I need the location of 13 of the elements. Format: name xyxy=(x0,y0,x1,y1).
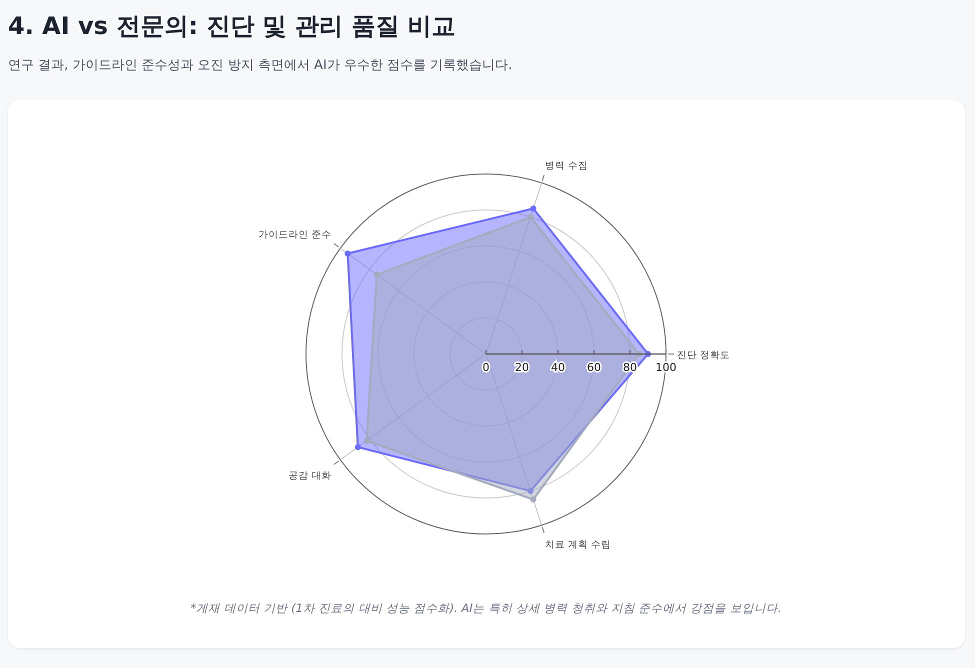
spoke-label: 병력 수집 xyxy=(545,160,588,172)
spoke-label: 치료 계획 수립 xyxy=(545,540,612,551)
spoke-label: 진단 정확도 xyxy=(677,350,730,361)
text: *게재 데이터 기반 (1차 진료의 대비 성능 점수화). AI는 특히 상세 병력 청취와 지침 준수에서 강점을 보입니다. xyxy=(190,601,782,615)
spoke-label: 가이드라인 준수 xyxy=(258,230,332,241)
y-tick-label: 20 xyxy=(515,361,529,374)
chart-subtitle: 연구 결과, 가이드라인 준수성과 오진 방지 측면에서 AI가 우수한 점수를 기록했습니다. xyxy=(8,57,512,74)
spoke-label: 공감 대화 xyxy=(288,470,332,482)
y-tick-label: 60 xyxy=(587,361,601,374)
y-tick-label: 80 xyxy=(623,361,637,374)
y-tick-label: 0 xyxy=(482,361,490,374)
y-tick-label: 40 xyxy=(551,361,565,374)
chart-title: 4. AI vs 전문의: 진단 및 관리 품질 비교 xyxy=(8,11,456,42)
